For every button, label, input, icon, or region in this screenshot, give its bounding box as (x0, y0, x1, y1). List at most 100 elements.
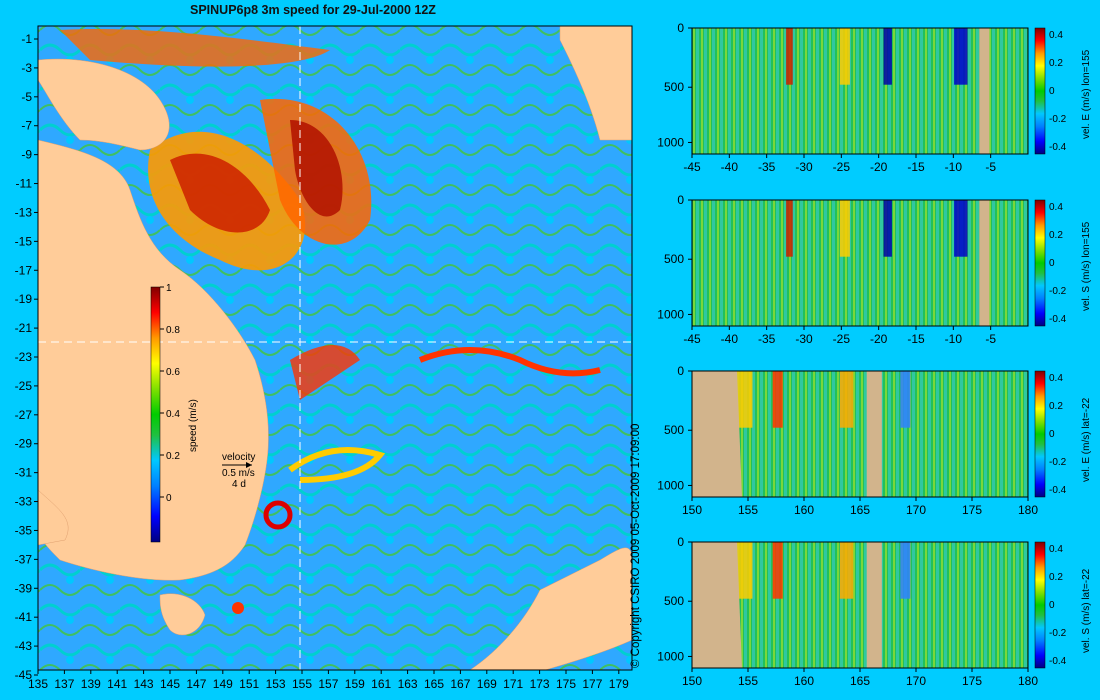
section-feature (772, 371, 783, 428)
lon-tick-label: 149 (213, 677, 233, 691)
section-colorbar-tick-label: -0.4 (1049, 142, 1067, 153)
section-x-tick-label: -45 (683, 332, 701, 346)
section-field (692, 200, 1028, 326)
speed-map (37, 25, 633, 671)
lat-tick-label: -3 (21, 61, 32, 75)
lon-tick-label: 143 (134, 677, 154, 691)
velocity-legend-speed: 0.5 m/s (222, 468, 255, 479)
lon-tick-label: 179 (609, 677, 629, 691)
section-x-tick-label: 175 (962, 674, 982, 688)
section-colorbar-tick-label: 0.2 (1049, 230, 1063, 241)
depth-tick-label: 500 (664, 594, 684, 608)
lat-tick-label: -21 (15, 321, 33, 335)
section-colorbar-tick-label: 0.4 (1049, 30, 1063, 41)
lon-tick-label: 161 (371, 677, 391, 691)
lat-tick-label: -39 (15, 581, 33, 595)
section-feature (839, 371, 854, 428)
section-frame (691, 27, 1029, 155)
section-x-tick-label: 160 (794, 503, 814, 517)
lat-tick-label: -5 (21, 90, 32, 104)
lat-tick-label: -13 (15, 205, 33, 219)
section-label: vel. S (m/s) lon=155 (1081, 221, 1092, 311)
section-colorbar-tick-label: 0.4 (1049, 373, 1063, 384)
lon-tick-label: 157 (318, 677, 338, 691)
speed-colorbar-tick-label: 1 (166, 283, 172, 294)
section-panel: 0 500 1000 -45 -40 -35 -30 -25 -20 -15 -10 -5 0.4 0.2… (657, 21, 1092, 174)
section-colorbar-tick-label: 0.4 (1049, 202, 1063, 213)
section-x-tick-label: 180 (1018, 503, 1038, 517)
speed-colorbar-tick-label: 0 (166, 493, 172, 504)
section-land (692, 542, 742, 668)
section-label: vel. E (m/s) lat=-22 (1081, 397, 1092, 482)
lat-tick-label: -7 (21, 119, 32, 133)
section-x-tick-label: 180 (1018, 674, 1038, 688)
lat-tick-label: -27 (15, 408, 33, 422)
lon-tick-label: 151 (239, 677, 259, 691)
section-colorbar-tick-label: -0.4 (1049, 314, 1067, 325)
lon-tick-label: 167 (450, 677, 470, 691)
section-frame (691, 199, 1029, 327)
section-colorbar-tick-label: -0.4 (1049, 656, 1067, 667)
speed-features (60, 29, 601, 614)
section-feature (883, 200, 892, 257)
section-feature (839, 200, 850, 257)
section-x-tick-label: -5 (985, 160, 996, 174)
speed-colorbar-label: speed (m/s) (188, 399, 199, 452)
section-colorbar-tick-label: 0.2 (1049, 58, 1063, 69)
lon-tick-label: 153 (266, 677, 286, 691)
section-x-tick-label: -35 (758, 160, 776, 174)
lon-tick-label: 147 (186, 677, 206, 691)
section-x-tick-label: 160 (794, 674, 814, 688)
lat-axis-ticks: -1 -3 -5 -7 -9 -11 -13 -15 -17 -19 -21 -23 -25 -27 -29… (15, 32, 38, 682)
section-feature (839, 542, 854, 599)
lon-tick-label: 165 (424, 677, 444, 691)
section-colorbar-tick-label: 0 (1049, 429, 1055, 440)
section-feature (954, 28, 968, 85)
lat-tick-label: -11 (16, 177, 33, 191)
section-feature (786, 200, 793, 257)
section-x-tick-label: -15 (907, 160, 925, 174)
lon-tick-label: 173 (530, 677, 550, 691)
section-colorbar-tick-label: -0.4 (1049, 485, 1067, 496)
section-colorbar-tick-label: -0.2 (1049, 628, 1067, 639)
speed-colorbar-tick-label: 0.8 (166, 325, 180, 336)
lat-tick-label: -19 (15, 292, 33, 306)
lon-tick-label: 177 (582, 677, 602, 691)
section-feature (954, 200, 968, 257)
depth-tick-label: 500 (664, 252, 684, 266)
lat-tick-label: -23 (15, 350, 33, 364)
lon-tick-label: 141 (107, 677, 127, 691)
depth-tick-label: 500 (664, 423, 684, 437)
section-colorbar-tick-label: -0.2 (1049, 457, 1067, 468)
lon-tick-label: 155 (292, 677, 312, 691)
lon-axis-ticks: 135 137 139 141 143 145 147 149 151 153 155 157 159 1… (28, 670, 629, 691)
section-feature (772, 542, 783, 599)
section-land (979, 28, 990, 154)
section-colorbar-tick-label: -0.2 (1049, 114, 1067, 125)
section-x-tick-label: -35 (758, 332, 776, 346)
depth-tick-label: 0 (677, 21, 684, 35)
depth-tick-label: 1000 (657, 478, 684, 492)
lon-tick-label: 169 (477, 677, 497, 691)
section-feature (883, 28, 892, 85)
lat-tick-label: -17 (15, 263, 33, 277)
lat-tick-label: -35 (15, 523, 33, 537)
section-x-tick-label: 165 (850, 503, 870, 517)
section-x-tick-label: -25 (833, 332, 851, 346)
lat-tick-label: -9 (21, 148, 32, 162)
section-land (692, 371, 742, 497)
lat-tick-label: -45 (15, 668, 33, 682)
depth-tick-label: 0 (677, 193, 684, 207)
section-x-tick-label: 155 (738, 674, 758, 688)
section-x-tick-label: 170 (906, 674, 926, 688)
section-feature (900, 371, 911, 428)
speed-colorbar: 1 0.8 0.6 0.4 0.2 0 speed (m/s) (150, 283, 199, 543)
section-panel: 0 500 1000 150 155 160 165 170 175 180 0.4 0.2 0 -0.2… (657, 364, 1092, 517)
lon-tick-label: 171 (503, 677, 523, 691)
section-x-tick-label: -15 (907, 332, 925, 346)
lon-tick-label: 137 (54, 677, 74, 691)
section-x-tick-label: -25 (833, 160, 851, 174)
speed-colorbar-tick-label: 0.2 (166, 451, 180, 462)
section-x-tick-label: 150 (682, 503, 702, 517)
